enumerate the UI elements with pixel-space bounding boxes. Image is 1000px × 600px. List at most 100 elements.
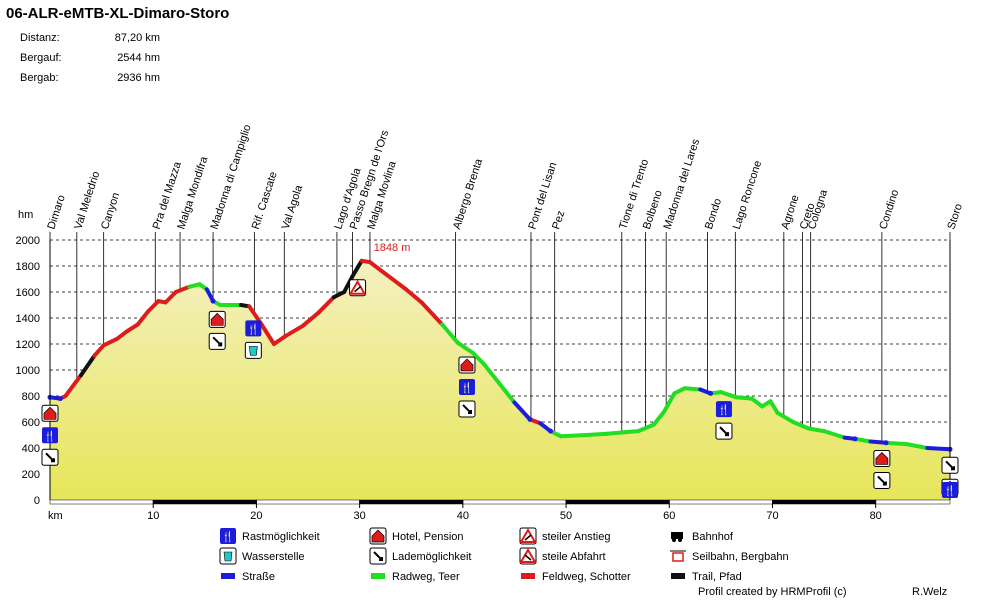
- profile-segment: [316, 295, 336, 315]
- profile-segment: [300, 310, 321, 328]
- road-icon: [221, 573, 235, 579]
- profile-segment: [775, 410, 796, 424]
- place-label: Dimaro: [45, 194, 67, 231]
- place-label: Pez: [550, 209, 567, 231]
- profile-segment: [125, 322, 140, 333]
- hotel-icon: [41, 404, 59, 422]
- rest-icon: 🍴: [245, 320, 262, 337]
- profile-segment: [718, 390, 739, 400]
- profile-segment: [853, 436, 873, 444]
- profile-segment: [584, 431, 610, 437]
- x-tick-label: 80: [870, 510, 882, 522]
- hotel-icon: [369, 527, 387, 545]
- legend-label: Straße: [242, 571, 275, 583]
- y-tick-label: 1600: [16, 287, 40, 299]
- place-label: Albergo Brenta: [451, 157, 485, 231]
- profile-segment: [904, 442, 930, 450]
- legend-item: Straße: [221, 571, 275, 583]
- profile-segment: [620, 429, 641, 435]
- profile-segment: [806, 426, 827, 434]
- profile-segment: [367, 260, 388, 276]
- y-tick-label: 0: [34, 495, 40, 507]
- place-label: Rif. Cascate: [250, 170, 280, 231]
- x-tick-label: 30: [354, 510, 366, 522]
- profile-segment: [135, 309, 151, 327]
- svg-text:🍴: 🍴: [461, 381, 473, 394]
- profile-segment: [481, 361, 501, 385]
- descent-value: 2936 hm: [117, 72, 160, 84]
- x-tick-label: 10: [147, 510, 159, 522]
- legend-item: Radweg, Teer: [371, 571, 460, 583]
- profile-segment: [791, 420, 811, 431]
- svg-text:🍴: 🍴: [44, 429, 56, 442]
- y-tick-label: 600: [22, 417, 40, 429]
- trail-icon: [671, 573, 685, 579]
- descent-label: Bergab:: [20, 72, 59, 84]
- y-tick-label: 200: [22, 469, 40, 481]
- legend-item: Wasserstelle: [219, 547, 305, 565]
- profile-segment: [636, 422, 656, 434]
- profile-segment: [383, 271, 409, 292]
- profile-segment: [173, 284, 192, 294]
- legend-item: 🍴 Rastmöglichkeit: [220, 528, 320, 544]
- road-point: [57, 396, 63, 402]
- profile-segment: [734, 395, 754, 401]
- place-label: Madonna di Campiglio: [209, 123, 254, 231]
- distance-value: 87,20 km: [114, 32, 160, 44]
- profile-segment: [115, 329, 130, 341]
- x-tick-label: 20: [250, 510, 262, 522]
- x-axis-label: km: [48, 510, 63, 522]
- water-icon: [244, 341, 262, 359]
- legend-item: Trail, Pfad: [671, 571, 742, 583]
- x-tick-label: 40: [457, 510, 469, 522]
- y-tick-label: 400: [22, 443, 40, 455]
- max-elevation-label: 1848 m: [374, 242, 411, 254]
- road-point: [883, 440, 889, 446]
- svg-text:🍴: 🍴: [247, 322, 259, 335]
- place-label: Bolbeno: [641, 189, 665, 231]
- profile-segment: [63, 373, 83, 398]
- road-point: [210, 298, 216, 304]
- y-tick-label: 1800: [16, 261, 40, 273]
- legend-item: Hotel, Pension: [369, 527, 464, 545]
- chart-title: 06-ALR-eMTB-XL-Dimaro-Storo: [6, 5, 230, 22]
- road-point: [708, 390, 714, 396]
- ascent-value: 2544 hm: [117, 52, 160, 64]
- descent-icon: [519, 547, 537, 565]
- profile-segment: [868, 439, 889, 445]
- place-label: Val Meledrio: [72, 170, 102, 231]
- charge-icon: [369, 547, 387, 565]
- legend-item: Feldweg, Schotter: [521, 571, 631, 583]
- profile-segment: [455, 340, 476, 356]
- x-axis-band: [49, 499, 154, 505]
- y-tick-label: 800: [22, 391, 40, 403]
- legend-item: Bahnhof: [671, 531, 734, 543]
- legend-label: Rastmöglichkeit: [242, 531, 320, 543]
- rest-icon: 🍴: [942, 482, 958, 498]
- profile-segment: [440, 322, 460, 345]
- road-point: [548, 428, 554, 434]
- legend-label: Wasserstelle: [242, 551, 305, 563]
- profile-segment: [350, 258, 364, 279]
- ascent-label: Bergauf:: [20, 52, 62, 64]
- place-label: Canyon: [99, 191, 122, 231]
- profile-segment: [682, 386, 703, 392]
- paved-icon: [371, 573, 385, 579]
- charge-icon: [873, 471, 891, 489]
- y-tick-label: 1200: [16, 339, 40, 351]
- place-label: Lago Roncone: [731, 159, 765, 231]
- y-tick-label: 1400: [16, 313, 40, 325]
- x-axis-band: [875, 499, 951, 505]
- author-text: R.Welz: [912, 586, 948, 598]
- profile-segment: [342, 274, 355, 294]
- svg-text:🍴: 🍴: [222, 530, 234, 543]
- x-tick-label: 70: [766, 510, 778, 522]
- profile-segment: [404, 287, 424, 305]
- profile-segment: [101, 336, 120, 348]
- charge-icon: [208, 332, 226, 350]
- distance-label: Distanz:: [20, 32, 60, 44]
- profile-segment: [884, 440, 909, 447]
- place-label: Condino: [877, 188, 901, 231]
- legend-item: Lademöglichkeit: [369, 547, 472, 565]
- rest-icon: 🍴: [220, 528, 236, 544]
